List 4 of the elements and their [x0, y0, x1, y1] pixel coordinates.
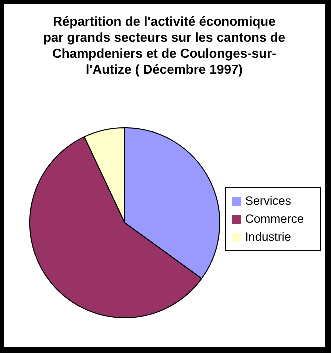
legend-label: Industrie: [245, 230, 292, 244]
chart-title: Répartition de l'activité économique par grands secteurs sur les cantons de Champdeniers et de Coulonges-sur- l'Autize ( Décembre 1997): [42, 14, 287, 78]
legend-label: Commerce: [245, 212, 304, 226]
legend-label: Services: [245, 194, 292, 208]
